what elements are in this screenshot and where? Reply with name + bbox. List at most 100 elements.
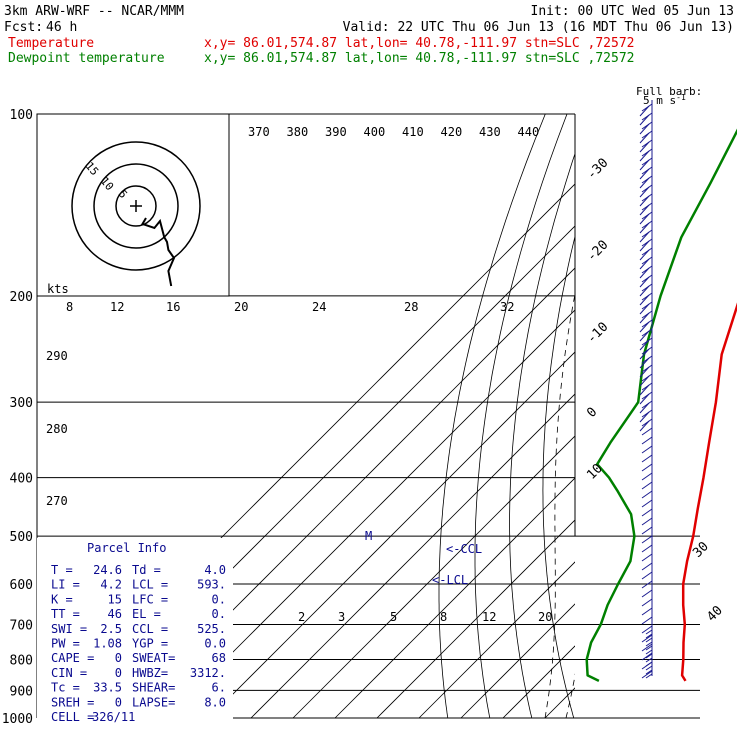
barb-flag	[639, 375, 650, 387]
barb-flag	[639, 204, 650, 216]
grid-clipped	[40, 114, 740, 719]
barb-flag	[641, 436, 653, 445]
parcel-value: 4.2	[100, 578, 122, 592]
parcel-key: Td =	[132, 563, 161, 577]
isotherm-right-label: -20	[584, 238, 611, 265]
barb-flag	[641, 535, 653, 544]
parcel-title: Parcel Info	[87, 541, 166, 555]
barb-flag	[641, 643, 653, 652]
isotherm-right-label: 0	[584, 405, 600, 421]
mixing-ratio-label: 3	[338, 610, 345, 624]
pressure-label: 200	[10, 290, 33, 305]
barb-flag	[641, 481, 653, 490]
barb-flag	[639, 258, 650, 270]
hodograph-box	[36, 113, 230, 297]
barb-flag	[641, 445, 653, 454]
barb-flag	[639, 285, 650, 297]
barb-flag	[645, 665, 653, 671]
barb-flag	[639, 312, 650, 324]
barb-flag	[641, 589, 653, 598]
isotherm-right-label: 40	[704, 603, 726, 625]
isotherm	[587, 114, 740, 718]
isotherm	[166, 309, 575, 719]
pressure-label: 900	[10, 684, 33, 699]
dewpoint-legend: Dewpoint temperature	[8, 51, 165, 66]
pressure-label: 100	[10, 108, 33, 123]
barb-flag	[641, 427, 653, 436]
barb-flag	[645, 637, 653, 643]
sounding-profiles	[585, 128, 737, 683]
temperature-location: x,y= 86.01,574.87 lat,lon= 40.78,-111.97…	[204, 36, 634, 51]
dry-adiabat	[574, 434, 575, 481]
barb-flag	[645, 641, 653, 647]
moist-adiabat	[587, 296, 631, 718]
barb-flag	[645, 673, 653, 679]
barb-flag	[639, 321, 650, 333]
barb-flag	[641, 580, 653, 589]
theta-label: 420	[441, 125, 463, 139]
barb-flag	[641, 463, 653, 472]
barb-flag	[641, 670, 653, 679]
mixing-ratio-label: 20	[538, 610, 552, 624]
mixing-ratio-label: 32	[500, 300, 514, 314]
dry-adiabat	[509, 152, 575, 719]
barb-flag	[639, 384, 650, 396]
parcel-key: SREH =	[51, 695, 94, 709]
pressure-label: 600	[10, 578, 33, 593]
barb-flag	[639, 114, 650, 126]
theta-label: 410	[402, 125, 424, 139]
theta-label: 400	[364, 125, 386, 139]
barb-flag	[639, 276, 650, 288]
barb-unit: 5 m s-1	[643, 93, 686, 107]
parcel-value: 4.0	[204, 563, 226, 577]
dry-adiabat	[721, 114, 740, 718]
theta-label: 270	[46, 494, 68, 508]
pressure-label: 1000	[2, 712, 33, 727]
parcel-value: 8.0	[204, 695, 226, 709]
parcel-key: SWEAT=	[132, 651, 175, 665]
isotherm	[502, 645, 575, 719]
temperature-line	[680, 302, 737, 682]
isotherm	[418, 561, 575, 719]
barb-flag	[639, 240, 650, 252]
parcel-key: T =	[51, 563, 73, 577]
isotherm	[544, 687, 575, 719]
annotation-label: <-CCL	[446, 542, 482, 556]
barb-flag	[639, 420, 650, 432]
parcel-key: LFC =	[132, 592, 168, 606]
dry-adiabat	[438, 114, 546, 719]
hodograph-trace	[141, 217, 176, 287]
isotherm	[713, 114, 740, 718]
barb-flag	[641, 607, 653, 616]
isotherm	[250, 393, 575, 719]
dewpoint-line	[585, 128, 737, 683]
theta-label: 280	[46, 422, 68, 436]
isotherm	[376, 519, 575, 719]
barb-unit-text: 5 m s	[643, 94, 676, 107]
mixing-ratio-label: 16	[166, 300, 180, 314]
isotherm-right-label: -30	[584, 156, 611, 183]
parcel-key: YGP =	[132, 637, 168, 651]
barb-flag	[639, 222, 650, 234]
parcel-key: CAPE =	[51, 651, 94, 665]
valid-time: Valid: 22 UTC Thu 06 Jun 13 (16 MDT Thu …	[343, 20, 734, 35]
barb-flag	[639, 177, 650, 189]
parcel-key: SHEAR=	[132, 681, 175, 695]
hodograph-units: kts	[47, 282, 69, 296]
parcel-value: 525.	[197, 622, 226, 636]
wind-barbs	[639, 100, 653, 679]
barb-flag	[639, 132, 650, 144]
barb-flag	[641, 526, 653, 535]
parcel-info-panel: Parcel Info T = 24.6 Td = 4.0 LI = 4.2 LCL = 593…	[37, 538, 233, 726]
barb-flag	[645, 629, 653, 635]
parcel-key: CIN =	[51, 666, 87, 680]
barb-flag	[641, 562, 653, 571]
dry-adiabat	[542, 234, 575, 719]
dewpoint-location: x,y= 86.01,574.87 lat,lon= 40.78,-111.97…	[204, 51, 634, 66]
isotherm-right-label: 30	[690, 539, 712, 561]
mixing-ratio-label: 12	[110, 300, 124, 314]
parcel-value: 6.	[212, 681, 226, 695]
parcel-value: 68	[212, 651, 226, 665]
barb-flag	[639, 186, 650, 198]
